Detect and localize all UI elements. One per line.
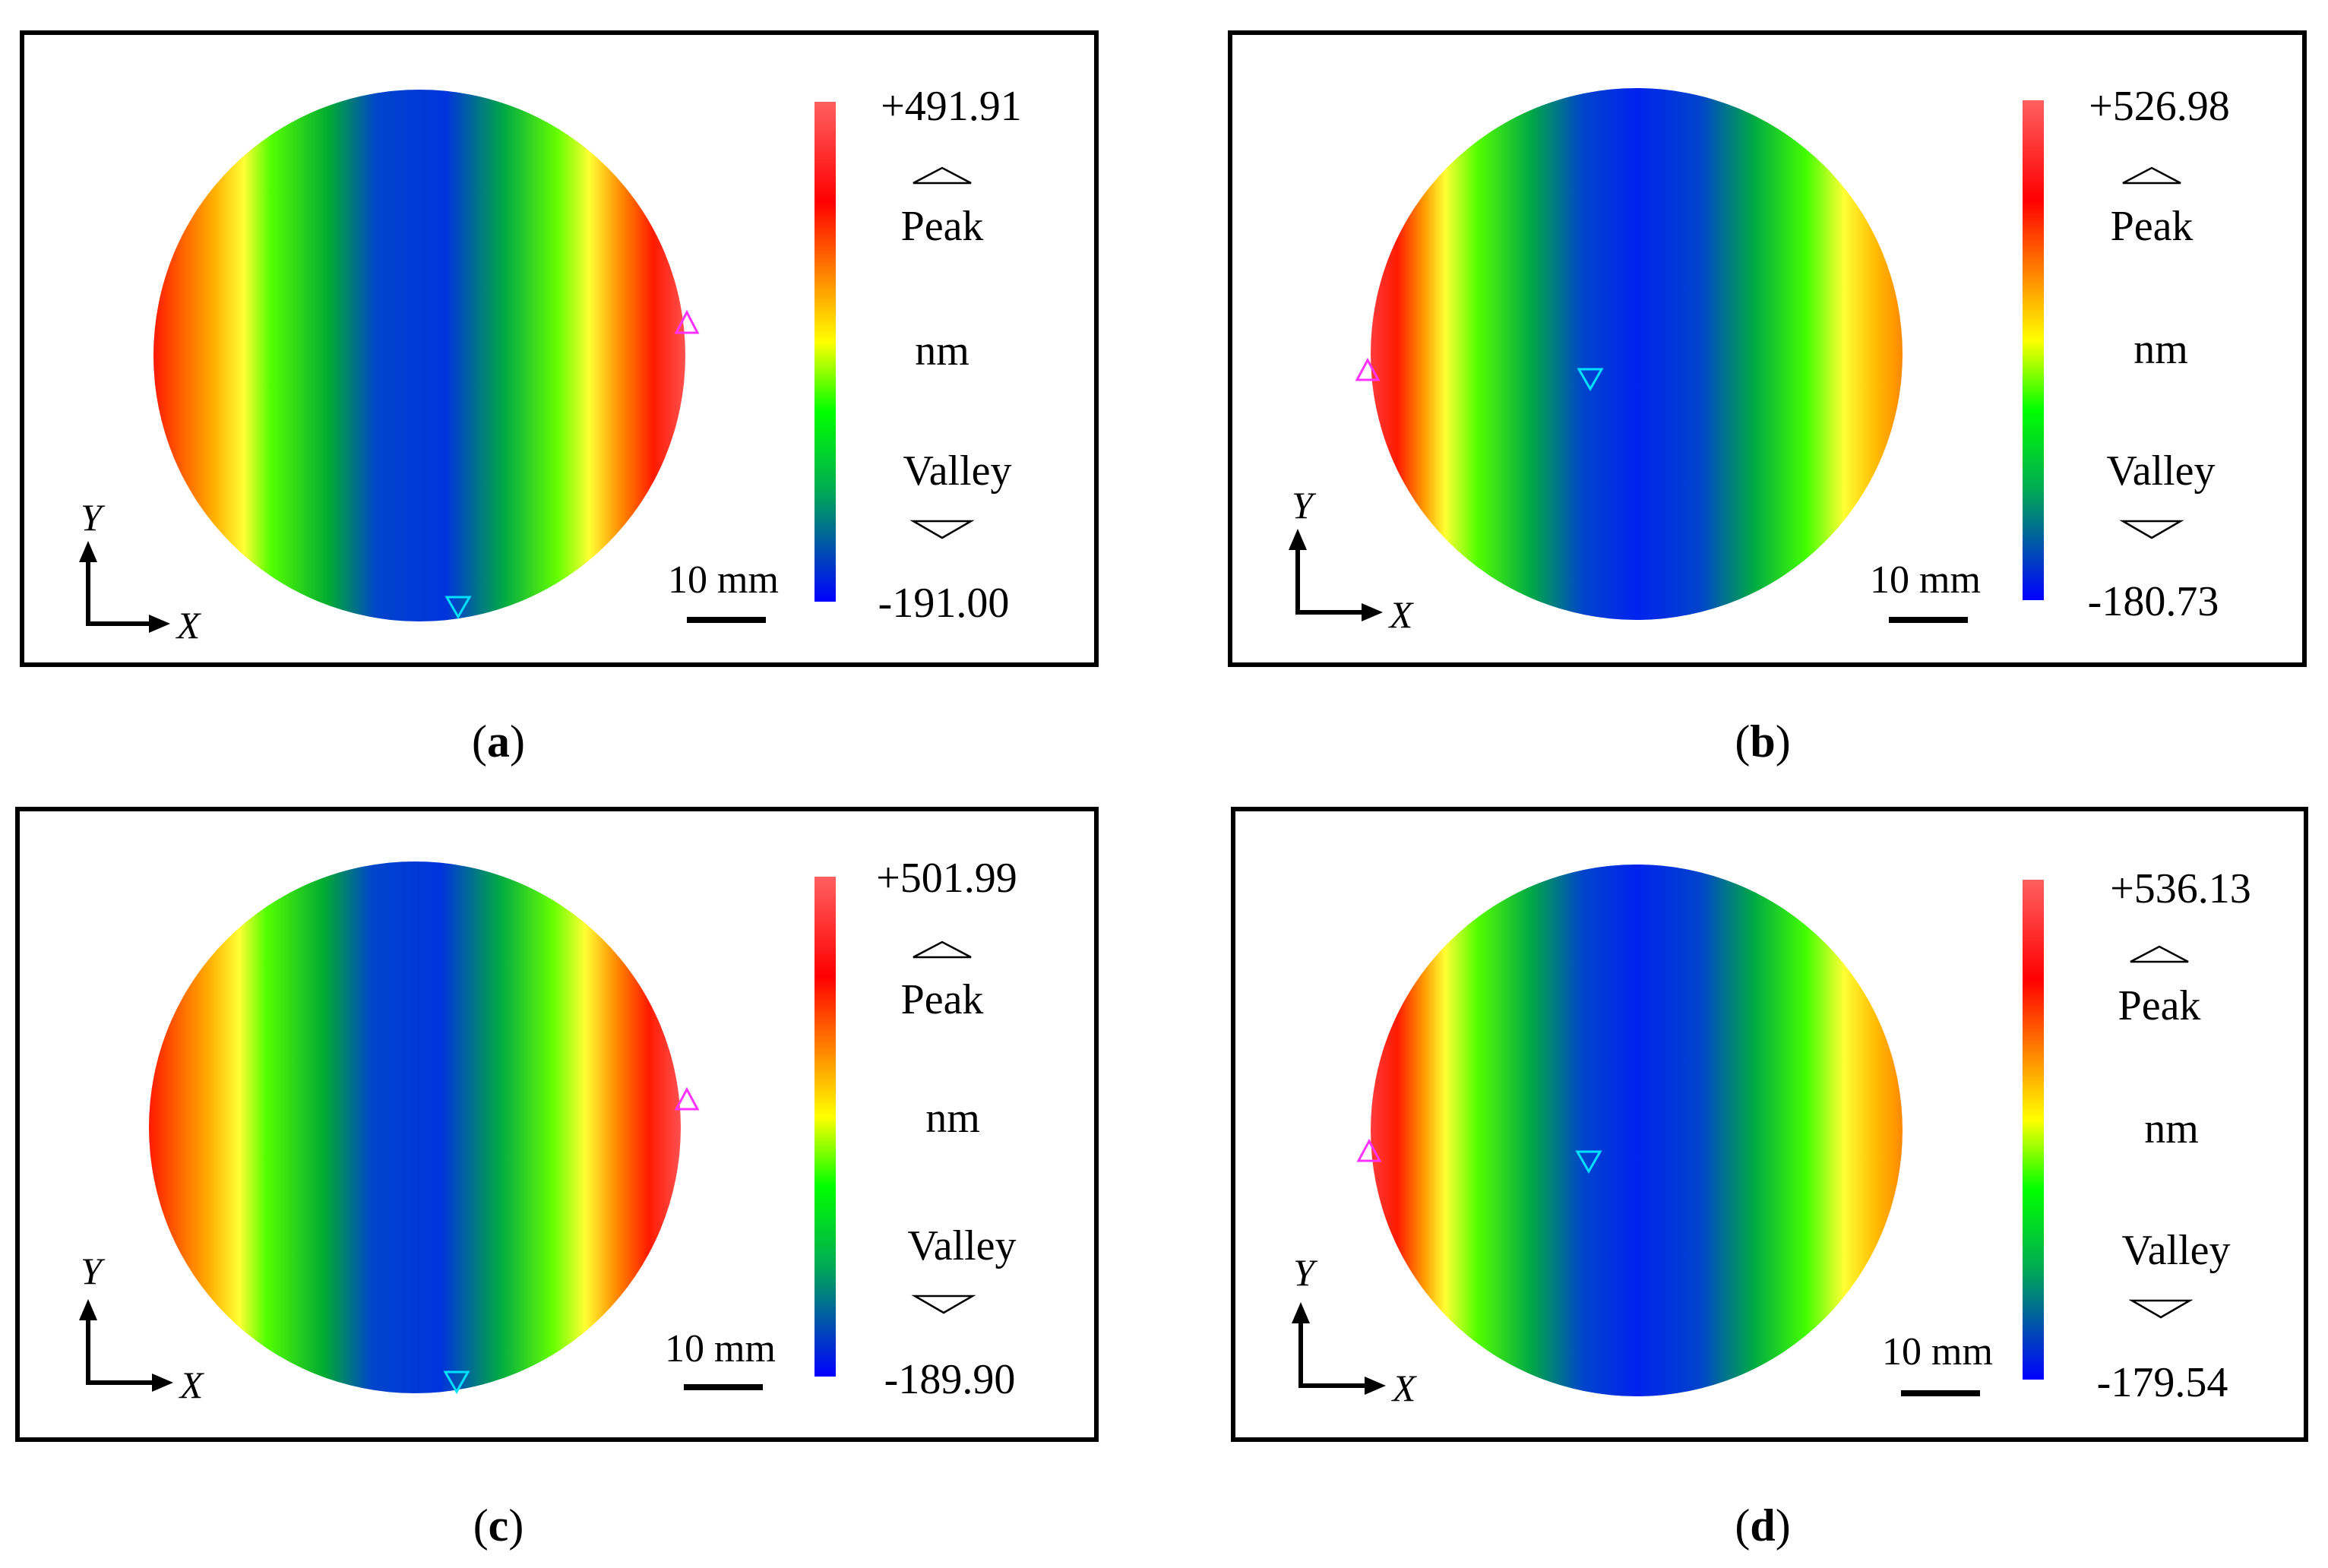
axis-x-arrow-icon <box>1362 603 1383 621</box>
peak-marker-icon <box>1355 357 1381 381</box>
caption-b: (b) <box>1735 716 1791 767</box>
scale-bottom-value: -180.73 <box>2088 578 2219 625</box>
peak-label: Peak <box>2111 203 2194 250</box>
color-scale-bar <box>2023 100 2044 600</box>
peak-marker-icon <box>674 309 700 334</box>
peak-label: Peak <box>2118 982 2201 1029</box>
valley-label: Valley <box>903 447 1011 495</box>
unit-label: nm <box>925 1095 980 1142</box>
axis-y-label: Y <box>1292 484 1317 526</box>
panel-b: +526.98 Peak nm Valley -180.73 10 mm Y X <box>1228 30 2307 667</box>
surface-map-d <box>1371 865 1903 1396</box>
surface-map-a <box>153 90 685 621</box>
unit-label: nm <box>915 327 969 375</box>
valley-label: Valley <box>907 1222 1016 1269</box>
panel-a: +491.91 Peak nm Valley -191.00 10 mm Y X <box>20 30 1099 667</box>
color-scale-bar <box>814 102 836 602</box>
panel-a-svg: +491.91 Peak nm Valley -191.00 10 mm Y X <box>79 83 1022 646</box>
scale-bar-label: 10 mm <box>665 1327 776 1370</box>
scale-bar <box>1889 617 1968 623</box>
scale-bar <box>1901 1390 1980 1396</box>
valley-triangle-icon <box>911 1295 976 1314</box>
panel-b-svg: +526.98 Peak nm Valley -180.73 10 mm Y X <box>1289 83 2230 636</box>
scale-bar-label: 10 mm <box>668 558 779 602</box>
peak-triangle-icon <box>913 940 972 959</box>
valley-triangle-icon <box>2128 1299 2194 1319</box>
axis-y-arrow-icon <box>1292 1302 1310 1323</box>
surface-map-b <box>1371 88 1903 620</box>
scale-bottom-value: -179.54 <box>2097 1359 2228 1406</box>
caption-a-letter: a <box>487 716 510 767</box>
caption-d: (d) <box>1735 1500 1791 1551</box>
valley-marker-icon <box>444 596 472 620</box>
scale-top-value: +536.13 <box>2110 865 2251 912</box>
scale-bar <box>684 1384 763 1390</box>
axis-y-label: Y <box>81 1250 106 1292</box>
caption-c-letter: c <box>488 1500 509 1551</box>
valley-triangle-icon <box>2119 520 2184 539</box>
scale-bottom-value: -191.00 <box>878 580 1010 627</box>
axis-x-label: X <box>1388 593 1415 636</box>
scale-bar-label: 10 mm <box>1882 1330 1993 1374</box>
axis-y-label: Y <box>81 496 106 539</box>
color-scale-bar <box>814 877 836 1377</box>
unit-label: nm <box>2144 1105 2199 1152</box>
scale-bar-label: 10 mm <box>1870 558 1981 602</box>
axis-x-label: X <box>176 604 202 646</box>
valley-marker-icon <box>1575 1150 1602 1174</box>
axis-y-arrow-icon <box>79 541 97 562</box>
axis-x-label: X <box>1391 1367 1418 1409</box>
axis-y-arrow-icon <box>79 1299 97 1320</box>
scale-top-value: +526.98 <box>2089 83 2230 130</box>
axis-y-arrow-icon <box>1289 529 1307 550</box>
axis-x-arrow-icon <box>149 615 170 633</box>
caption-c: (c) <box>473 1500 524 1551</box>
peak-label: Peak <box>901 203 984 250</box>
axis-x-arrow-icon <box>1365 1377 1386 1395</box>
axis-x-arrow-icon <box>152 1374 173 1392</box>
caption-a: (a) <box>472 716 525 767</box>
peak-label: Peak <box>901 976 984 1023</box>
scale-top-value: +491.91 <box>881 83 1022 130</box>
panel-d: +536.13 Peak nm Valley -179.54 10 mm Y X <box>1231 807 2308 1442</box>
caption-d-letter: d <box>1750 1500 1776 1551</box>
axis-x-label: X <box>179 1364 205 1406</box>
peak-marker-icon <box>1356 1138 1382 1162</box>
peak-triangle-icon <box>2130 945 2189 963</box>
scale-top-value: +501.99 <box>876 855 1017 902</box>
caption-b-letter: b <box>1750 716 1776 767</box>
panel-d-svg: +536.13 Peak nm Valley -179.54 10 mm Y X <box>1292 865 2251 1409</box>
peak-triangle-icon <box>2122 166 2181 185</box>
peak-triangle-icon <box>913 166 972 185</box>
valley-marker-icon <box>1577 368 1604 392</box>
color-scale-bar <box>2023 880 2044 1380</box>
panel-c: +501.99 Peak nm Valley -189.90 10 mm Y X <box>15 807 1099 1442</box>
scale-bottom-value: -189.90 <box>884 1356 1016 1403</box>
valley-triangle-icon <box>909 520 975 539</box>
panel-c-svg: +501.99 Peak nm Valley -189.90 10 mm Y X <box>79 855 1017 1406</box>
unit-label: nm <box>2133 326 2188 373</box>
scale-bar <box>687 617 766 623</box>
valley-marker-icon <box>443 1370 470 1395</box>
valley-label: Valley <box>2106 447 2215 495</box>
surface-map-c <box>149 861 681 1393</box>
valley-label: Valley <box>2121 1227 2230 1274</box>
axis-y-label: Y <box>1293 1251 1318 1294</box>
peak-marker-icon <box>674 1086 700 1111</box>
